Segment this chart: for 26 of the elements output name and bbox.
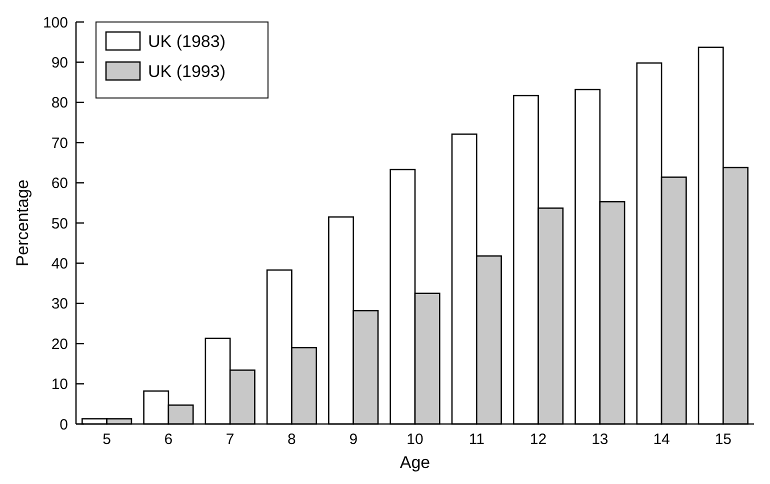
x-tick-label: 11 xyxy=(468,431,484,448)
x-tick-label: 7 xyxy=(226,431,234,448)
legend-label: UK (1993) xyxy=(148,62,226,81)
x-tick-label: 9 xyxy=(349,431,358,448)
y-tick-label: 60 xyxy=(51,175,68,192)
x-tick-label: 15 xyxy=(714,431,732,448)
x-tick-label: 10 xyxy=(406,431,424,448)
x-tick-label: 13 xyxy=(592,431,608,448)
y-tick-label: 30 xyxy=(51,296,68,313)
y-tick-label: 0 xyxy=(60,416,68,434)
y-tick-label: 100 xyxy=(42,14,68,32)
x-tick-label: 5 xyxy=(102,431,111,448)
y-tick-label: 40 xyxy=(51,255,68,272)
y-tick-label: 20 xyxy=(51,336,68,353)
y-tick-label: 50 xyxy=(51,215,68,232)
y-axis-title: Percentage xyxy=(13,180,32,266)
x-tick-label: 6 xyxy=(164,431,173,448)
y-tick-label: 90 xyxy=(51,54,68,72)
x-tick-label: 8 xyxy=(288,431,296,448)
legend-label: UK (1983) xyxy=(148,32,226,51)
x-axis-title: Age xyxy=(400,453,430,472)
x-tick-label: 14 xyxy=(653,431,670,448)
y-tick-label: 70 xyxy=(51,134,68,152)
y-tick-label: 80 xyxy=(51,94,68,112)
x-tick-label: 12 xyxy=(530,431,547,448)
y-tick-label: 10 xyxy=(51,376,68,394)
